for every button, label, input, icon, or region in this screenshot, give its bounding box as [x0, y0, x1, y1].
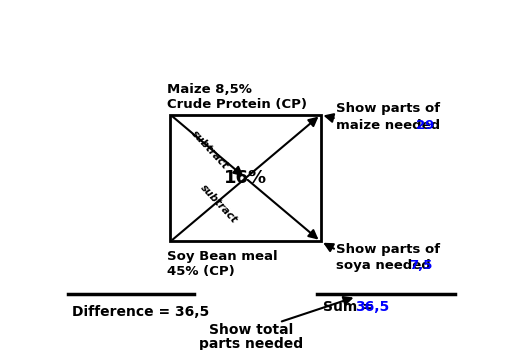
Text: Maize 8,5%: Maize 8,5% [166, 83, 251, 96]
Text: 36,5: 36,5 [354, 300, 388, 314]
Text: Difference = 36,5: Difference = 36,5 [71, 304, 209, 318]
Text: 16%: 16% [223, 169, 267, 187]
Bar [170, 115, 320, 242]
Text: Show parts of: Show parts of [336, 243, 440, 256]
Text: Soy Bean meal: Soy Bean meal [166, 250, 276, 263]
Text: parts needed: parts needed [199, 337, 303, 350]
Text: 7,5: 7,5 [409, 259, 432, 272]
Text: subtract: subtract [189, 129, 230, 172]
Text: Crude Protein (CP): Crude Protein (CP) [166, 98, 306, 111]
Text: Show parts of: Show parts of [336, 102, 440, 114]
Text: maize needed: maize needed [336, 119, 440, 132]
Text: Sum =: Sum = [322, 300, 378, 314]
Text: soya needed: soya needed [336, 259, 431, 272]
Text: Show total: Show total [209, 323, 293, 337]
Text: subtract: subtract [197, 182, 239, 225]
Text: 45% (CP): 45% (CP) [166, 265, 234, 278]
Text: 29: 29 [415, 119, 433, 132]
